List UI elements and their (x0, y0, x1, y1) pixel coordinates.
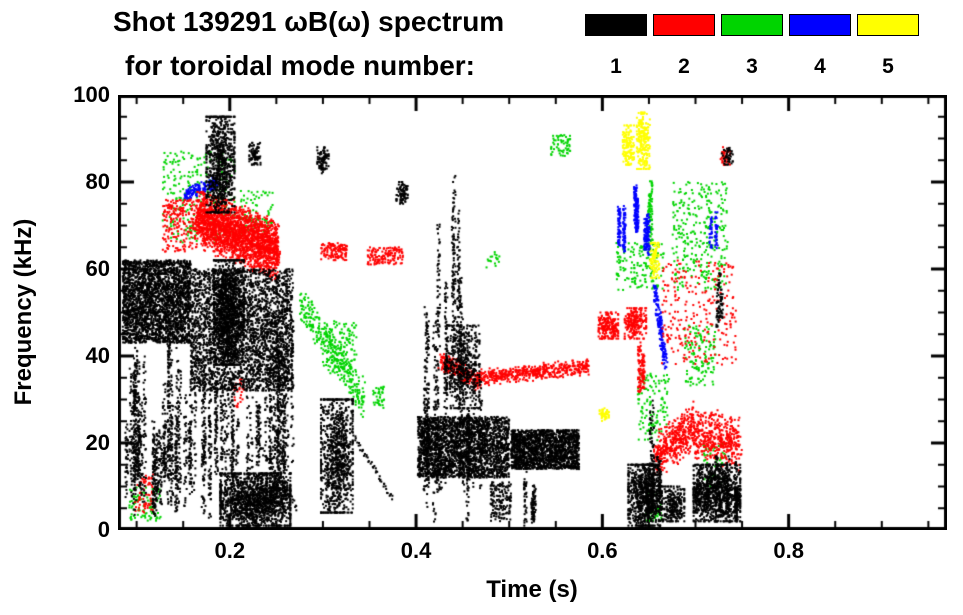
chart-subtitle: for toroidal mode number: (125, 50, 475, 81)
legend-label-mode1: 1 (610, 55, 622, 78)
y-axis-title: Frequency (kHz) (10, 218, 37, 406)
plot-area (118, 95, 947, 530)
legend-label-mode3: 3 (746, 55, 758, 78)
y-tick-label: 60 (85, 256, 110, 281)
y-tick-label: 20 (85, 430, 110, 455)
legend-swatch-mode2 (653, 14, 715, 36)
legend-swatch-mode5 (857, 14, 919, 36)
legend-swatch-mode1 (585, 14, 647, 36)
legend-label-mode5: 5 (882, 55, 894, 78)
legend-label-mode4: 4 (814, 55, 826, 78)
legend-swatch-mode3 (721, 14, 783, 36)
legend-swatch-mode4 (789, 14, 851, 36)
y-tick-label: 0 (97, 517, 110, 542)
y-tick-label: 80 (85, 169, 110, 194)
x-tick-label: 0.2 (214, 538, 246, 563)
x-tick-label: 0.8 (773, 538, 804, 563)
x-tick-label: 0.6 (587, 538, 618, 563)
x-axis-title: Time (s) (486, 576, 578, 603)
y-tick-label: 100 (73, 82, 110, 107)
chart-title: Shot 139291 ωB(ω) spectrum (113, 6, 505, 37)
legend-label-mode2: 2 (678, 55, 690, 78)
x-tick-label: 0.4 (400, 538, 432, 563)
y-tick-label: 40 (85, 343, 110, 368)
